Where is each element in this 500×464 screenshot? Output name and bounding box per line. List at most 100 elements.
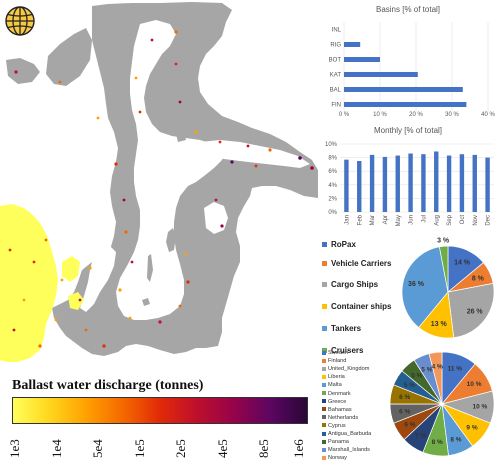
bar-jun — [408, 153, 413, 212]
bar-apr — [382, 156, 388, 212]
legend-item-greece: Greece — [322, 399, 346, 405]
legend-label: Finland — [328, 358, 347, 365]
legend-label: Bahamas — [328, 406, 352, 413]
colorbar-tick: 2e5 — [173, 439, 188, 458]
bar-feb — [357, 161, 362, 212]
month-label: Nov — [473, 215, 479, 226]
pie-value-label: 5 % — [404, 382, 415, 389]
month-label: Mar — [370, 215, 376, 225]
colorbar — [12, 397, 308, 424]
legend-swatch — [322, 358, 326, 363]
x-tick-label: 20 % — [409, 112, 423, 118]
month-label: Oct — [460, 215, 466, 225]
legend-item-panama: Panama — [322, 439, 349, 445]
legend-item-sweden: Sweden — [322, 350, 348, 356]
category-label: BOT — [329, 58, 342, 64]
bar-jan — [344, 159, 349, 212]
legend-label: RoPax — [331, 240, 356, 249]
month-label: Jul — [421, 215, 427, 223]
colorbar-tick: 4e5 — [215, 439, 230, 458]
month-label: Jan — [344, 215, 350, 225]
pie-value-label: 6 % — [399, 408, 410, 415]
pie-slice-norway — [428, 351, 443, 405]
denmark-land — [0, 204, 58, 362]
x-tick-label: 40 % — [481, 112, 495, 118]
x-tick-label: 0 % — [339, 112, 350, 118]
ship-type-pie-chart: 14 % 8 % 26 % 13 % 36 % 3 % — [401, 238, 495, 339]
pie-value-label: 5 % — [421, 366, 432, 373]
monthly-chart-title: Monthly [% of total] — [373, 126, 443, 135]
legend-item-container-ships: Container ships — [322, 302, 391, 311]
pie-value-label: 9 % — [466, 424, 477, 431]
globe-icon — [5, 6, 35, 36]
bar-oct — [459, 154, 465, 212]
pie-value-label: 8 % — [432, 439, 443, 446]
legend-label: Cargo Ships — [331, 280, 379, 289]
legend-item-united-kingdom: United_Kingdom — [322, 366, 369, 372]
legend-item-bahamas: Bahamas — [322, 407, 352, 413]
pie-value-label: 11 % — [448, 365, 463, 372]
legend-swatch — [322, 423, 326, 428]
legend-label: Netherlands — [328, 414, 359, 421]
y-tick-label: 10% — [325, 142, 338, 148]
pie-value-label: 7 % — [415, 433, 426, 440]
legend-label: Antigua_Barbuda — [328, 431, 372, 437]
legend-label: Tankers — [331, 324, 362, 333]
bar-fin — [344, 102, 467, 107]
legend-label: Denmark — [328, 390, 351, 397]
legend-item-antigua-barbuda: Antigua_Barbuda — [322, 431, 371, 437]
pie-value-label: 26 % — [467, 309, 484, 316]
pie-value-label: 6 % — [399, 394, 410, 401]
legend-swatch — [322, 350, 326, 355]
legend-swatch — [322, 439, 326, 444]
legend-label: Container ships — [331, 302, 392, 311]
y-tick-label: 8% — [328, 156, 337, 162]
legend-label: Panama — [328, 439, 349, 446]
pie-value-label: 14 % — [454, 259, 471, 266]
pie-slice-tankers — [401, 246, 449, 328]
month-label: Dec — [486, 215, 492, 226]
legend-label: Norway — [328, 455, 347, 462]
legend-label: Marshall_Islands — [328, 447, 370, 454]
bar-sep — [446, 155, 452, 212]
month-label: Sep — [447, 214, 453, 225]
pie-value-label: 13 % — [431, 321, 448, 328]
legend-item-ropax: RoPax — [322, 240, 356, 249]
bar-may — [395, 155, 400, 212]
colorbar-tick: 1e3 — [7, 439, 22, 458]
legend-swatch — [322, 382, 326, 387]
pie-slice-cruisers — [438, 245, 449, 293]
legend-label: Vehicle Carriers — [331, 259, 392, 268]
pie-slice-cargo-ships — [447, 282, 495, 339]
month-label: May — [396, 215, 402, 226]
bar-jul — [421, 154, 426, 212]
pie-value-label: 4 % — [432, 363, 443, 370]
legend-item-liberia: Liberia — [322, 374, 345, 380]
bar-mar — [369, 154, 375, 212]
colorbar-tick: 1e5 — [132, 439, 147, 458]
legend-label: Greece — [328, 398, 347, 405]
legend-swatch — [322, 261, 327, 267]
bar-bot — [344, 57, 380, 62]
colorbar-tick: 1e4 — [49, 439, 64, 458]
bar-dec — [485, 157, 490, 212]
legend-swatch — [322, 431, 326, 436]
legend-swatch — [322, 366, 326, 371]
legend-label: Cyprus — [328, 422, 346, 429]
discharge-points — [8, 30, 314, 348]
monthly-bar-chart: 0% 2% 4% 6% 8% 10% Jan Feb Mar Apr May Jun Jul Aug Sep… — [325, 142, 494, 226]
flag-state-pie-chart: 11 %10 %10 %9 %8 %8 %7 %6 %6 %6 %5 %5 %5… — [389, 351, 495, 457]
y-tick-label: 6% — [328, 169, 337, 175]
bar-aug — [434, 151, 439, 212]
legend-item-norway: Norway — [322, 455, 347, 461]
pie-value-label: 10 % — [473, 404, 488, 411]
month-label: Apr — [383, 215, 389, 224]
colorbar-tick: 5e4 — [90, 439, 105, 458]
pie-value-label: 6 % — [404, 422, 415, 429]
legend-label: Liberia — [328, 374, 345, 381]
legend-label: United_Kingdom — [328, 366, 370, 373]
legend-item-malta: Malta — [322, 382, 342, 388]
legend-swatch — [322, 399, 326, 404]
bar-rig — [344, 42, 361, 47]
category-label: FIN — [331, 103, 341, 109]
